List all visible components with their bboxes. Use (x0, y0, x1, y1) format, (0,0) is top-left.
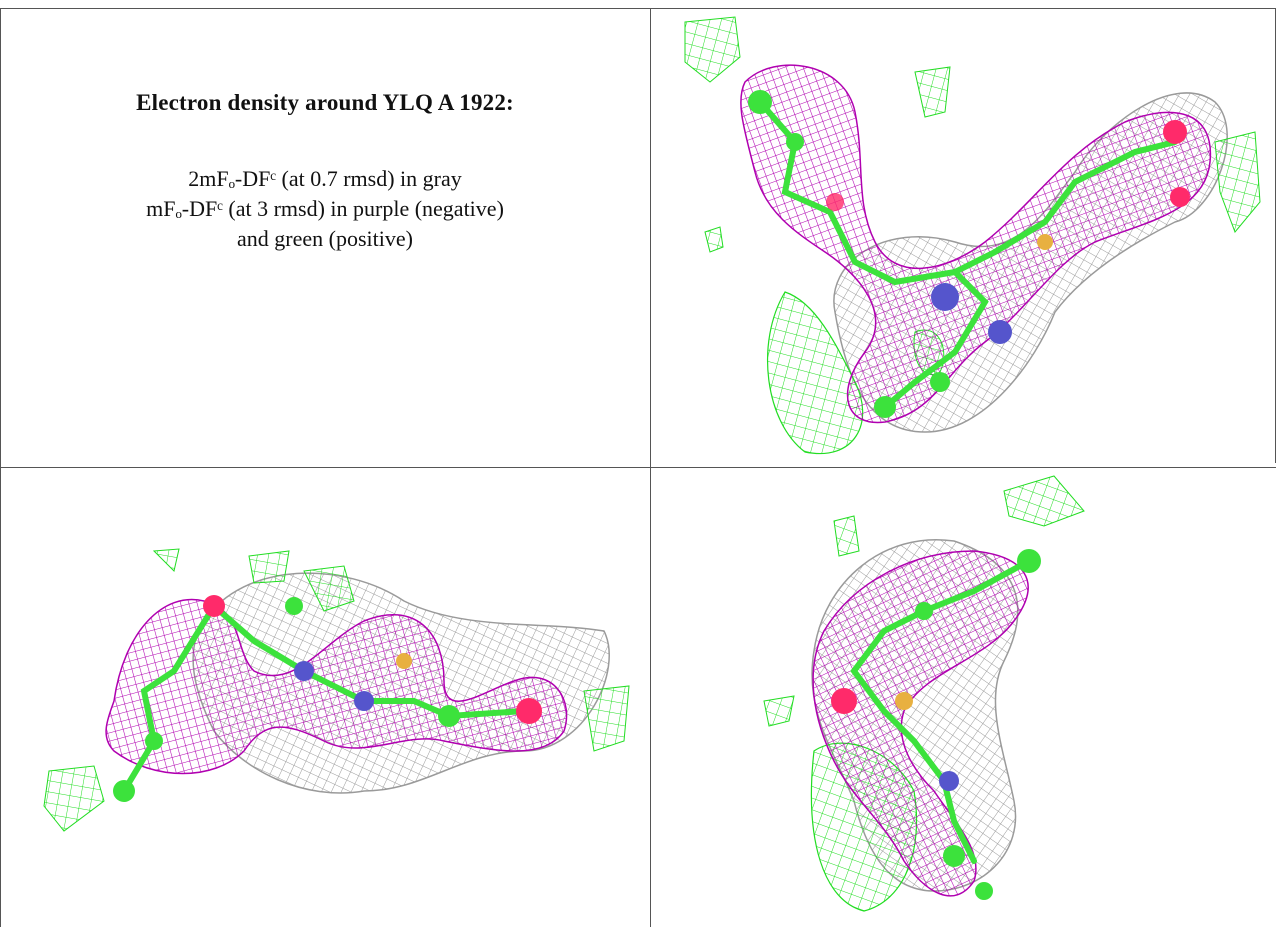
caption-line-1: 2mFₒ-DFᶜ (at 0.7 rmsd) in gray (188, 166, 462, 191)
density-render-top-right (684, 16, 1261, 455)
caption-title: Electron density around YLQ A 1922: (136, 90, 514, 115)
purple-mesh-blobs (740, 64, 1212, 424)
caption-line-2: mFₒ-DFᶜ (at 3 rmsd) in purple (negative) (146, 196, 504, 221)
grid-line-middle-h (0, 467, 1276, 468)
caption-line-3: and green (positive) (237, 226, 413, 251)
ligand-model (748, 90, 1190, 418)
view-bottom-left (4, 471, 646, 925)
purple-mesh-blobs (812, 550, 1029, 897)
caption-description: 2mFₒ-DFᶜ (at 0.7 rmsd) in gray mFₒ-DFᶜ (… (10, 164, 640, 254)
ligand-model (113, 595, 542, 802)
ligand-model (831, 549, 1041, 900)
view-bottom-right (654, 471, 1272, 925)
grid-line-top (0, 8, 1276, 9)
view-top-right (655, 12, 1271, 464)
figure-caption: Electron density around YLQ A 1922: 2mFₒ… (10, 60, 640, 254)
green-mesh-blobs (43, 548, 630, 832)
density-render-bottom-left (43, 548, 630, 832)
density-render-bottom-right (763, 475, 1085, 912)
